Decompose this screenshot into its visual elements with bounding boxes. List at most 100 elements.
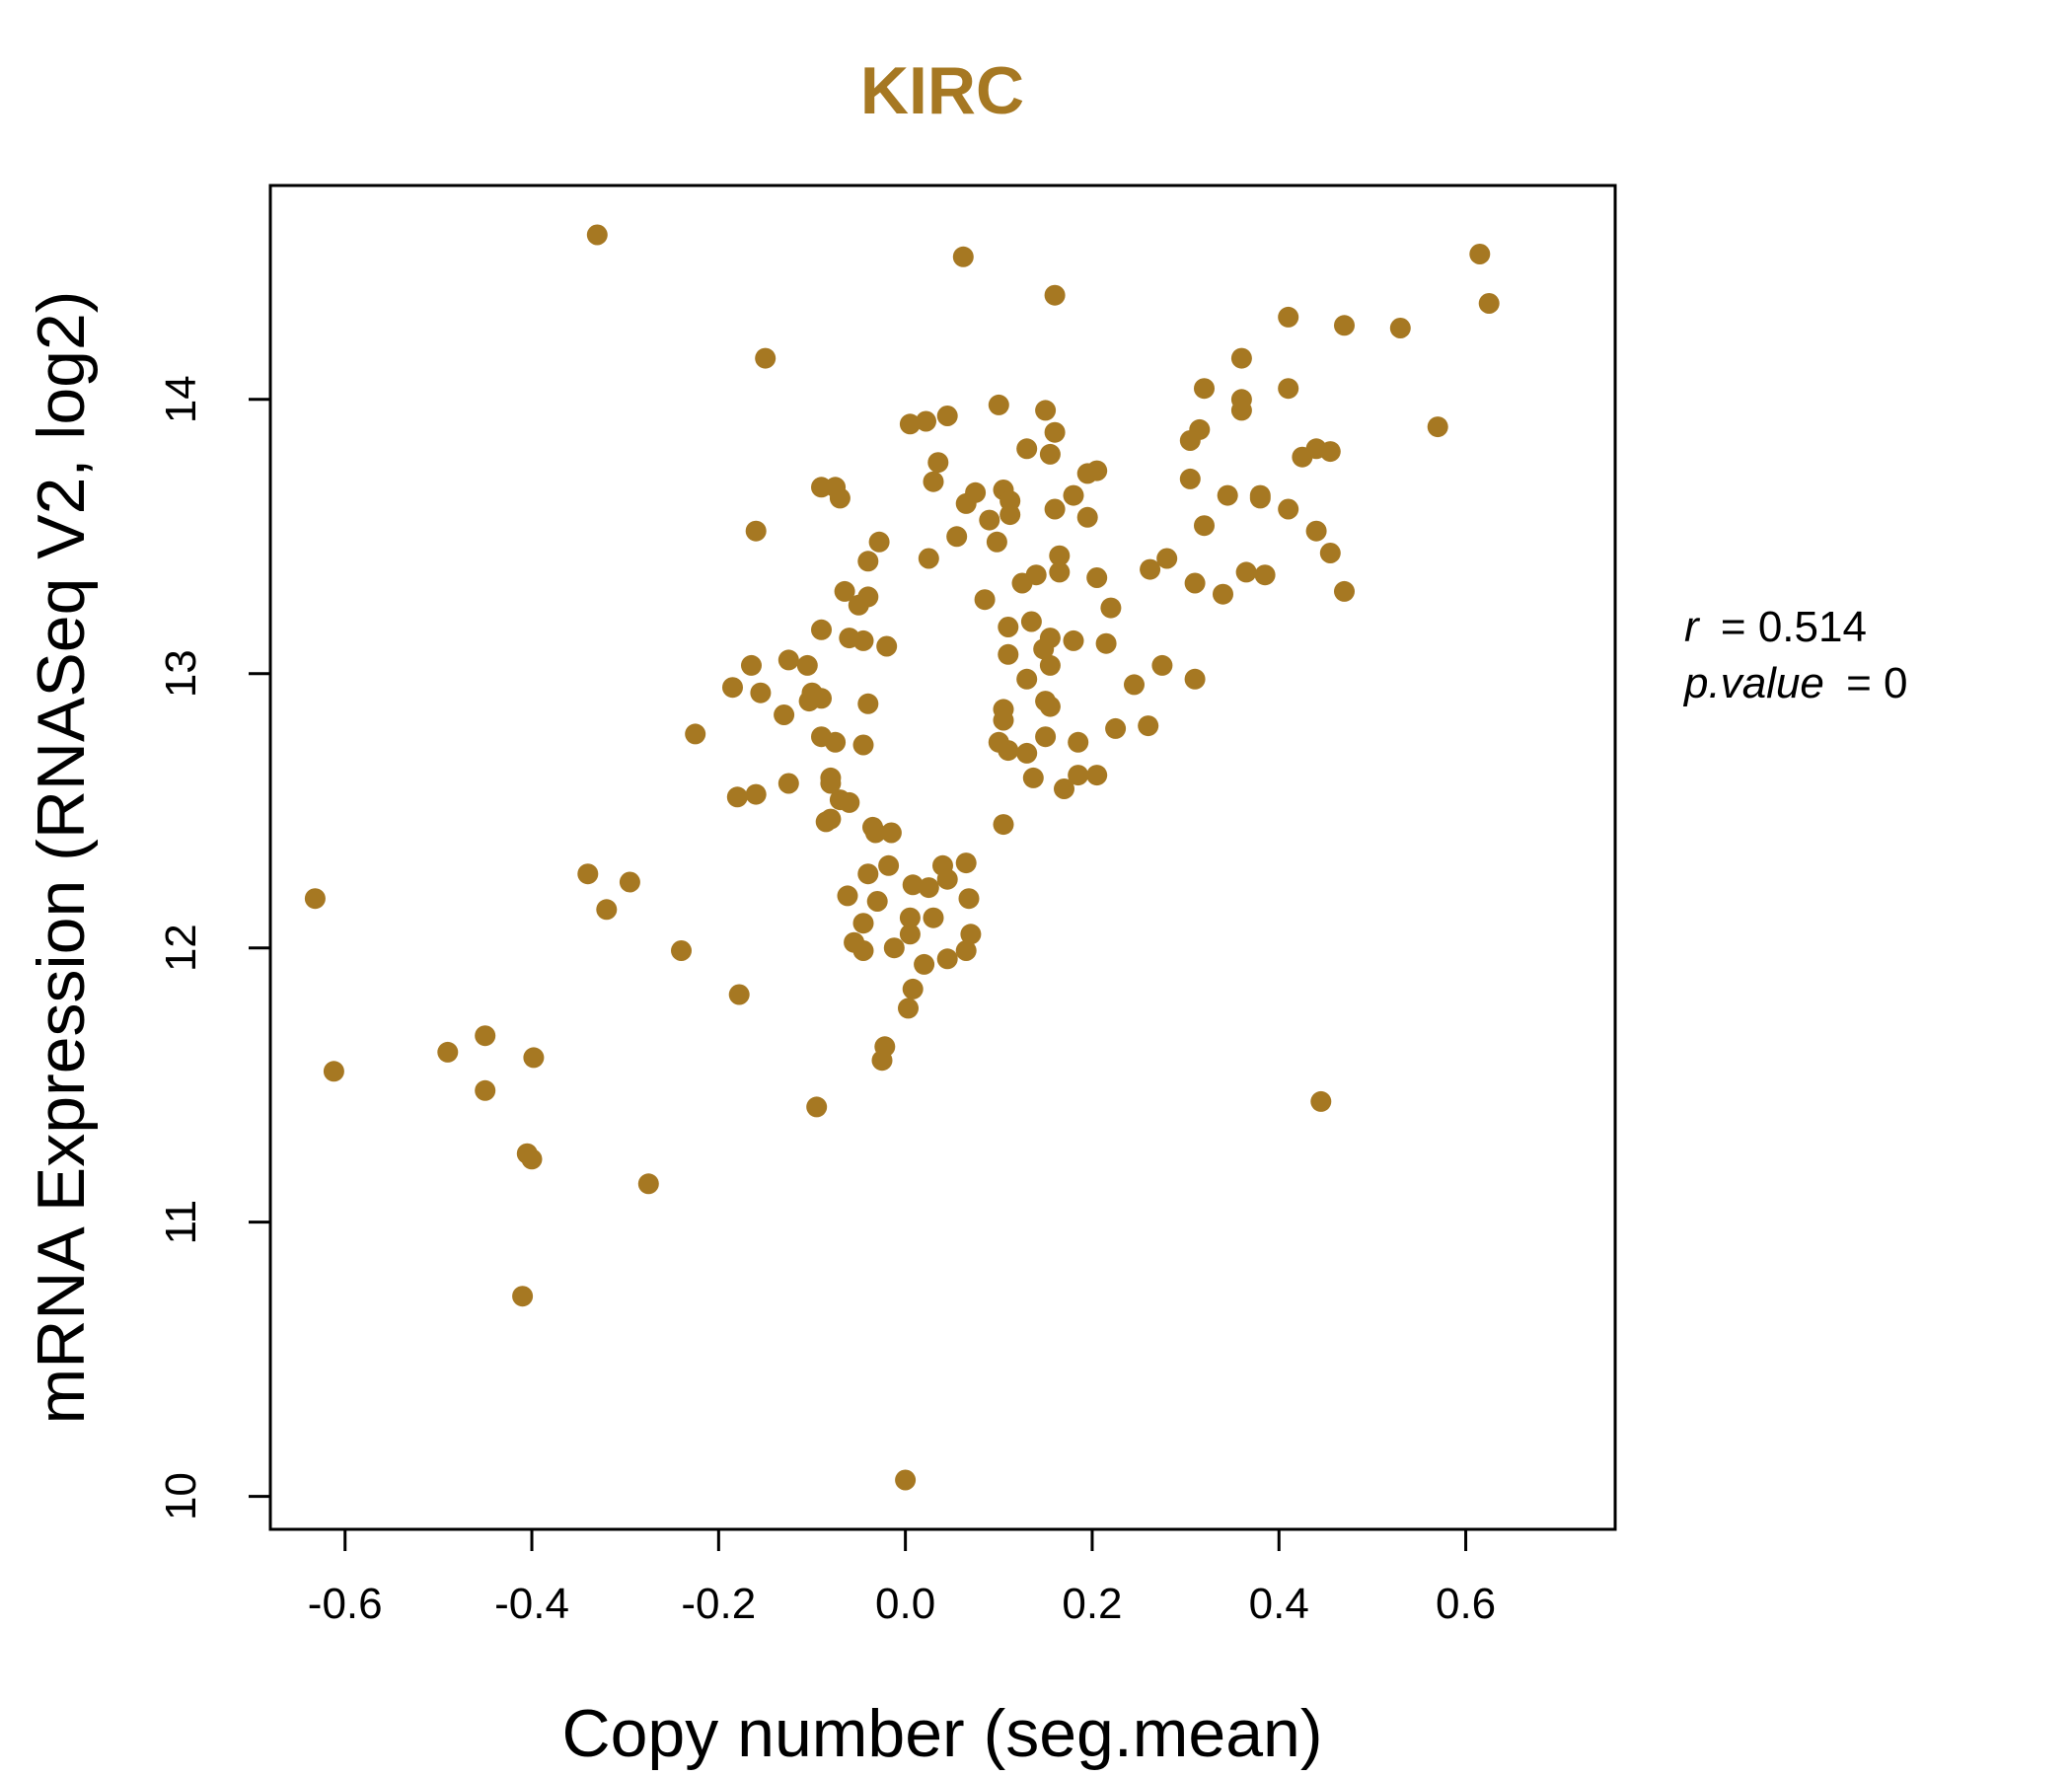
data-point-100 [1039, 696, 1061, 717]
data-point-121 [820, 773, 842, 794]
data-point-108 [1035, 726, 1057, 748]
data-point-155 [955, 940, 977, 961]
data-point-58 [918, 548, 939, 569]
data-point-95 [750, 682, 772, 703]
data-point-131 [864, 822, 886, 844]
data-point-60 [1140, 558, 1161, 580]
data-point-45 [955, 492, 977, 514]
data-point-170 [806, 1096, 828, 1118]
data-point-30 [1076, 463, 1098, 484]
data-point-14 [1035, 400, 1057, 421]
stats-annotation: r = 0.514 p.value = 0 [1682, 603, 1908, 707]
data-point-116 [1086, 765, 1108, 786]
x-tick-label: 0.6 [1436, 1580, 1496, 1628]
data-point-165 [523, 1047, 545, 1069]
data-point-31 [1179, 468, 1201, 489]
data-point-62 [1254, 564, 1276, 586]
data-point-7 [1389, 318, 1411, 338]
data-point-103 [774, 704, 795, 725]
data-point-83 [876, 635, 898, 657]
data-point-2 [1469, 244, 1491, 264]
y-axis-label: mRNA Expression (RNASeq V2, log2) [24, 291, 99, 1425]
r-label: r [1684, 603, 1701, 651]
data-point-167 [323, 1061, 344, 1082]
data-point-25 [1319, 441, 1341, 463]
data-point-9 [1230, 347, 1252, 369]
data-point-146 [596, 899, 618, 921]
data-point-114 [998, 740, 1019, 762]
data-point-11 [1278, 378, 1299, 400]
data-point-88 [777, 649, 799, 671]
x-tick-label: -0.4 [494, 1580, 569, 1628]
data-point-5 [1278, 306, 1299, 328]
data-point-44 [1278, 498, 1299, 520]
data-point-112 [852, 734, 874, 756]
data-point-74 [848, 594, 869, 616]
y-tick-label: 13 [157, 649, 205, 698]
data-point-19 [899, 413, 921, 435]
data-point-150 [899, 924, 921, 945]
data-point-162 [475, 1025, 496, 1047]
x-axis-label: Copy number (seg.mean) [561, 1696, 1322, 1771]
data-point-142 [837, 885, 858, 907]
data-point-136 [577, 863, 599, 885]
data-point-39 [1249, 487, 1271, 509]
data-point-90 [741, 654, 762, 676]
data-point-84 [1033, 638, 1055, 660]
data-point-174 [512, 1286, 534, 1307]
y-tick-label: 12 [157, 924, 205, 972]
y-tick-label: 10 [157, 1472, 205, 1520]
data-point-76 [998, 617, 1019, 637]
data-point-66 [1011, 572, 1033, 594]
data-point-3 [1044, 284, 1066, 306]
data-point-16 [936, 406, 958, 426]
data-point-144 [958, 888, 980, 910]
data-point-168 [475, 1079, 496, 1101]
data-point-61 [1235, 561, 1257, 583]
data-point-59 [857, 551, 879, 572]
data-point-153 [883, 937, 905, 959]
x-axis: -0.6 -0.4 -0.2 0.0 0.2 0.4 0.6 [308, 1529, 1496, 1628]
data-point-79 [1095, 632, 1117, 654]
data-point-15 [1230, 400, 1252, 421]
data-point-166 [871, 1050, 893, 1072]
data-point-26 [1292, 446, 1313, 468]
data-point-37 [1217, 484, 1238, 506]
plot-frame [268, 184, 1617, 1531]
data-point-140 [902, 874, 924, 896]
data-point-148 [899, 907, 921, 928]
data-point-20 [916, 410, 936, 432]
data-point-154 [852, 940, 874, 961]
data-point-21 [1044, 421, 1066, 443]
data-point-1 [952, 246, 974, 267]
svg-text:r = 0.514: r = 0.514 [1684, 603, 1867, 651]
data-point-68 [1334, 580, 1355, 602]
data-point-85 [998, 643, 1019, 665]
data-point-143 [866, 891, 888, 912]
data-point-8 [755, 347, 777, 369]
data-point-124 [726, 786, 748, 808]
data-point-137 [857, 863, 879, 885]
r-value: 0.514 [1758, 603, 1867, 651]
y-axis: 10 11 12 13 14 [157, 375, 270, 1520]
data-point-23 [1016, 438, 1038, 460]
chart-title: KIRC [860, 53, 1024, 128]
data-point-22 [1179, 430, 1201, 451]
data-point-41 [829, 487, 851, 509]
data-point-43 [1044, 498, 1066, 520]
data-point-158 [914, 953, 935, 975]
data-point-156 [671, 940, 692, 961]
data-point-115 [1016, 742, 1038, 764]
data-point-123 [745, 783, 767, 805]
data-point-50 [1305, 520, 1327, 542]
x-tick-label: -0.2 [681, 1580, 756, 1628]
data-point-104 [993, 709, 1014, 731]
data-point-82 [852, 629, 874, 651]
data-point-72 [1100, 597, 1122, 619]
data-point-4 [1478, 293, 1500, 314]
data-point-75 [1020, 611, 1042, 632]
data-point-111 [1068, 731, 1089, 753]
p-label: p.value [1682, 659, 1824, 707]
data-point-6 [1334, 315, 1355, 336]
